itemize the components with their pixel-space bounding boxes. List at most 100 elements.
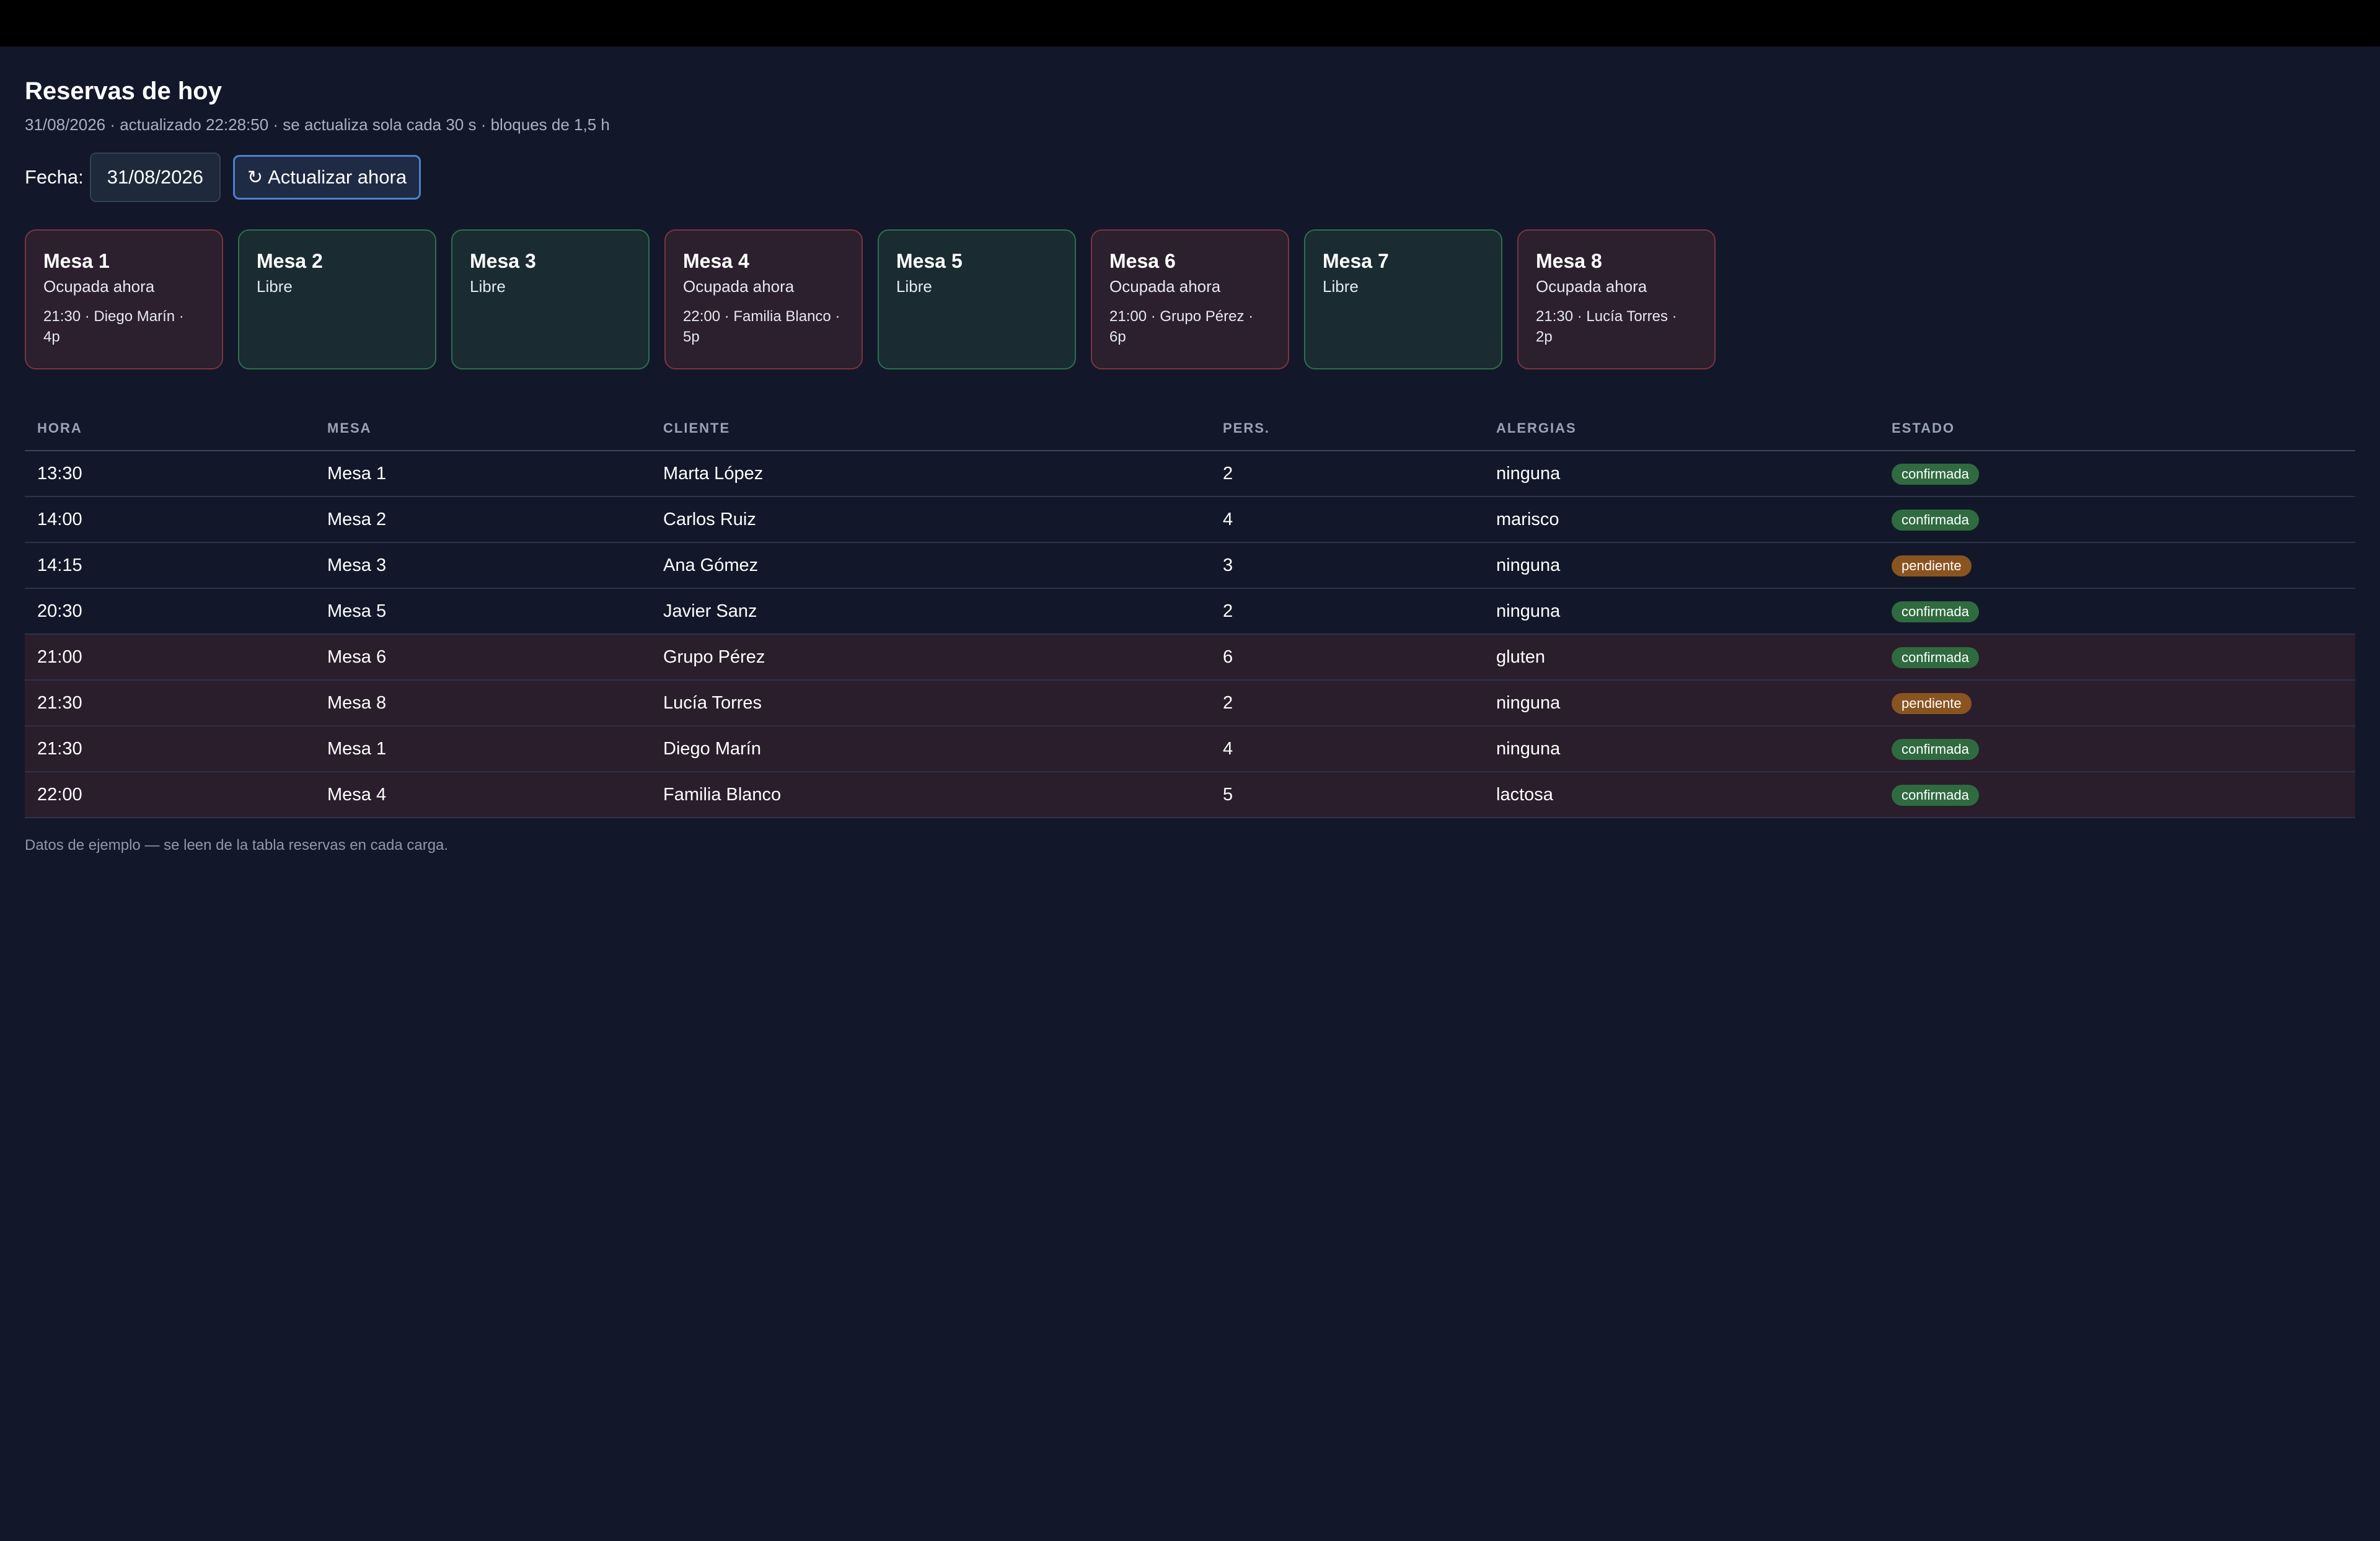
cell-pers: 4 <box>1210 726 1484 772</box>
tables-grid: Mesa 1 Ocupada ahora 21:30 · Diego Marín… <box>25 229 2355 369</box>
table-row[interactable]: 21:30 Mesa 1 Diego Marín 4 ninguna confi… <box>25 726 2355 772</box>
column-header-cliente[interactable]: CLIENTE <box>651 407 1210 451</box>
cell-alergias: ninguna <box>1484 542 1879 589</box>
table-card-mesa-2[interactable]: Mesa 2 Libre <box>238 229 436 369</box>
table-row[interactable]: 14:00 Mesa 2 Carlos Ruiz 4 marisco confi… <box>25 497 2355 543</box>
cell-hora: 13:30 <box>25 451 315 497</box>
cell-cliente: Grupo Pérez <box>651 634 1210 681</box>
cell-pers: 4 <box>1210 497 1484 543</box>
cell-hora: 21:00 <box>25 634 315 681</box>
status-badge: pendiente <box>1892 692 1972 714</box>
page-subtitle: 31/08/2026 · actualizado 22:28:50 · se a… <box>25 115 610 134</box>
table-card-status: Ocupada ahora <box>1536 277 1647 296</box>
cell-cliente: Javier Sanz <box>651 588 1210 635</box>
column-header-hora[interactable]: HORA <box>25 407 315 451</box>
cell-mesa: Mesa 3 <box>315 542 651 589</box>
table-card-mesa-3[interactable]: Mesa 3 Libre <box>451 229 650 369</box>
cell-mesa: Mesa 6 <box>315 634 651 681</box>
cell-alergias: gluten <box>1484 634 1879 681</box>
cell-mesa: Mesa 5 <box>315 588 651 635</box>
controls-bar: Fecha: 31/08/2026 ↻ Actualizar ahora <box>25 151 2355 203</box>
table-card-status: Ocupada ahora <box>1109 277 1221 296</box>
status-badge: confirmada <box>1892 463 1979 485</box>
table-card-status: Ocupada ahora <box>683 277 795 296</box>
cell-hora: 21:30 <box>25 726 315 772</box>
table-card-status: Libre <box>257 277 293 296</box>
status-badge: confirmada <box>1892 647 1979 668</box>
cell-hora: 22:00 <box>25 772 315 818</box>
table-card-name: Mesa 1 <box>43 250 110 272</box>
cell-alergias: ninguna <box>1484 680 1879 726</box>
cell-pers: 2 <box>1210 451 1484 497</box>
table-row[interactable]: 21:00 Mesa 6 Grupo Pérez 6 gluten confir… <box>25 634 2355 681</box>
table-row[interactable]: 20:30 Mesa 5 Javier Sanz 2 ninguna confi… <box>25 588 2355 635</box>
status-badge: confirmada <box>1892 601 1979 622</box>
cell-estado: pendiente <box>1879 680 2355 726</box>
table-card-name: Mesa 3 <box>470 250 536 272</box>
table-card-mesa-1[interactable]: Mesa 1 Ocupada ahora 21:30 · Diego Marín… <box>25 229 223 369</box>
table-card-detail: 21:30 · Lucía Torres · 2p <box>1536 308 1677 345</box>
cell-estado: confirmada <box>1879 497 2355 543</box>
table-row[interactable]: 13:30 Mesa 1 Marta López 2 ninguna confi… <box>25 451 2355 497</box>
cell-pers: 2 <box>1210 588 1484 635</box>
table-card-status: Ocupada ahora <box>43 277 155 296</box>
cell-hora: 14:00 <box>25 497 315 543</box>
table-card-mesa-7[interactable]: Mesa 7 Libre <box>1304 229 1502 369</box>
cell-alergias: lactosa <box>1484 772 1879 818</box>
cell-mesa: Mesa 2 <box>315 497 651 543</box>
cell-estado: confirmada <box>1879 772 2355 818</box>
table-card-mesa-5[interactable]: Mesa 5 Libre <box>878 229 1076 369</box>
status-badge: confirmada <box>1892 738 1979 760</box>
browser-top-bar <box>0 0 2380 46</box>
table-card-status: Libre <box>896 277 932 296</box>
cell-mesa: Mesa 4 <box>315 772 651 818</box>
table-row[interactable]: 22:00 Mesa 4 Familia Blanco 5 lactosa co… <box>25 772 2355 818</box>
table-card-name: Mesa 8 <box>1536 250 1602 272</box>
table-card-name: Mesa 5 <box>896 250 963 272</box>
page-title: Reservas de hoy <box>25 77 222 105</box>
refresh-button[interactable]: ↻ Actualizar ahora <box>232 155 421 200</box>
column-header-pers[interactable]: PERS. <box>1210 407 1484 451</box>
table-card-name: Mesa 2 <box>257 250 323 272</box>
column-header-alergias[interactable]: ALERGIAS <box>1484 407 1879 451</box>
status-badge: confirmada <box>1892 509 1979 531</box>
cell-estado: confirmada <box>1879 588 2355 635</box>
table-card-mesa-6[interactable]: Mesa 6 Ocupada ahora 21:00 · Grupo Pérez… <box>1091 229 1289 369</box>
cell-hora: 21:30 <box>25 680 315 726</box>
cell-pers: 5 <box>1210 772 1484 818</box>
cell-alergias: ninguna <box>1484 726 1879 772</box>
cell-mesa: Mesa 1 <box>315 451 651 497</box>
cell-alergias: ninguna <box>1484 588 1879 635</box>
cell-alergias: marisco <box>1484 497 1879 543</box>
table-row[interactable]: 14:15 Mesa 3 Ana Gómez 3 ninguna pendien… <box>25 542 2355 589</box>
table-card-status: Libre <box>1323 277 1359 296</box>
cell-cliente: Marta López <box>651 451 1210 497</box>
cell-hora: 14:15 <box>25 542 315 589</box>
table-card-mesa-8[interactable]: Mesa 8 Ocupada ahora 21:30 · Lucía Torre… <box>1517 229 1716 369</box>
refresh-icon: ↻ <box>247 167 263 188</box>
cell-estado: confirmada <box>1879 451 2355 497</box>
table-row[interactable]: 21:30 Mesa 8 Lucía Torres 2 ninguna pend… <box>25 680 2355 726</box>
column-header-estado[interactable]: ESTADO <box>1879 407 2355 451</box>
refresh-button-label: Actualizar ahora <box>268 166 407 188</box>
table-card-name: Mesa 4 <box>683 250 749 272</box>
cell-mesa: Mesa 8 <box>315 680 651 726</box>
cell-estado: confirmada <box>1879 634 2355 681</box>
cell-cliente: Ana Gómez <box>651 542 1210 589</box>
column-header-mesa[interactable]: MESA <box>315 407 651 451</box>
cell-pers: 3 <box>1210 542 1484 589</box>
cell-cliente: Diego Marín <box>651 726 1210 772</box>
cell-mesa: Mesa 1 <box>315 726 651 772</box>
table-card-mesa-4[interactable]: Mesa 4 Ocupada ahora 22:00 · Familia Bla… <box>664 229 863 369</box>
date-label: Fecha: <box>25 166 84 188</box>
cell-cliente: Carlos Ruiz <box>651 497 1210 543</box>
table-card-status: Libre <box>470 277 506 296</box>
footnote: Datos de ejemplo — se leen de la tabla r… <box>25 837 449 854</box>
table-card-detail: 21:00 · Grupo Pérez · 6p <box>1109 308 1254 345</box>
table-card-detail: 22:00 · Familia Blanco · 5p <box>683 308 840 345</box>
cell-cliente: Lucía Torres <box>651 680 1210 726</box>
date-input[interactable]: 31/08/2026 <box>89 152 221 202</box>
reservations-table: HORA MESA CLIENTE PERS. ALERGIAS ESTADO … <box>25 407 2355 818</box>
cell-pers: 2 <box>1210 680 1484 726</box>
table-card-detail: 21:30 · Diego Marín · 4p <box>43 308 184 345</box>
